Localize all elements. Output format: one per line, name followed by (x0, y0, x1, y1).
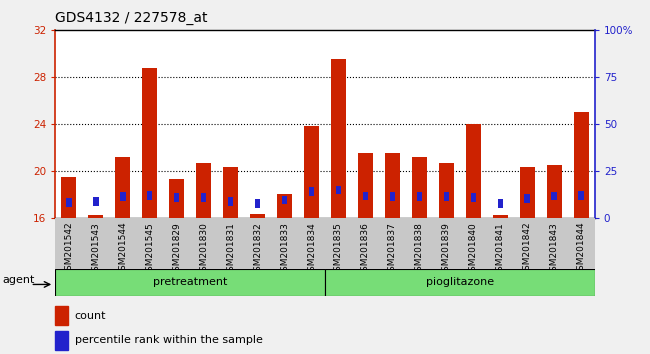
Text: GSM201841: GSM201841 (496, 222, 505, 276)
Bar (169, 179, 184, 218)
Bar (417, 192, 423, 201)
Bar (385, 153, 400, 218)
Bar (574, 112, 589, 218)
Bar (309, 188, 315, 196)
Bar (578, 191, 584, 200)
Text: GSM201839: GSM201839 (442, 222, 451, 277)
Text: GSM201838: GSM201838 (415, 222, 424, 277)
Bar (466, 124, 481, 218)
Bar (547, 165, 562, 218)
Text: GSM201837: GSM201837 (388, 222, 397, 277)
Bar (325, 269, 595, 296)
Bar (223, 167, 238, 218)
Bar (439, 162, 454, 218)
Text: GSM201831: GSM201831 (226, 222, 235, 277)
Text: GSM201542: GSM201542 (64, 222, 73, 276)
Bar (304, 126, 319, 218)
Bar (55, 306, 68, 325)
Bar (363, 192, 369, 200)
Text: GSM201545: GSM201545 (145, 222, 154, 276)
Bar (115, 157, 130, 218)
Bar (93, 197, 99, 206)
Bar (88, 215, 103, 218)
Bar (66, 198, 72, 207)
Text: GSM201543: GSM201543 (91, 222, 100, 276)
Text: GSM201842: GSM201842 (523, 222, 532, 276)
Bar (61, 177, 76, 218)
Text: pretreatment: pretreatment (153, 277, 228, 287)
Bar (250, 214, 265, 218)
Text: GSM201544: GSM201544 (118, 222, 127, 276)
Bar (412, 157, 427, 218)
Bar (255, 199, 261, 208)
Bar (551, 192, 557, 200)
Text: GDS4132 / 227578_at: GDS4132 / 227578_at (55, 11, 208, 25)
Bar (389, 192, 395, 201)
Text: GSM201833: GSM201833 (280, 222, 289, 277)
Text: count: count (75, 310, 106, 321)
Bar (227, 197, 233, 206)
Bar (358, 153, 373, 218)
Bar (281, 196, 287, 205)
Text: GSM201830: GSM201830 (199, 222, 208, 277)
Text: GSM201834: GSM201834 (307, 222, 316, 276)
Bar (55, 269, 325, 296)
Text: GSM201832: GSM201832 (253, 222, 262, 276)
Bar (497, 199, 503, 208)
Text: GSM201836: GSM201836 (361, 222, 370, 277)
Bar (142, 68, 157, 218)
Bar (55, 331, 68, 350)
Bar (331, 59, 346, 218)
Bar (335, 186, 341, 194)
Bar (196, 162, 211, 218)
Text: GSM201843: GSM201843 (550, 222, 559, 276)
Bar (471, 193, 476, 201)
Bar (443, 192, 449, 201)
Bar (520, 167, 535, 218)
Text: pioglitazone: pioglitazone (426, 277, 494, 287)
Text: GSM201844: GSM201844 (577, 222, 586, 276)
Text: agent: agent (3, 275, 35, 285)
Text: GSM201840: GSM201840 (469, 222, 478, 276)
Bar (525, 194, 530, 203)
Bar (120, 192, 125, 201)
Bar (174, 193, 179, 202)
Bar (147, 191, 153, 200)
Text: GSM201829: GSM201829 (172, 222, 181, 276)
Bar (493, 215, 508, 218)
Bar (201, 193, 207, 202)
Bar (277, 194, 292, 218)
Text: percentile rank within the sample: percentile rank within the sample (75, 335, 263, 346)
Text: GSM201835: GSM201835 (334, 222, 343, 277)
